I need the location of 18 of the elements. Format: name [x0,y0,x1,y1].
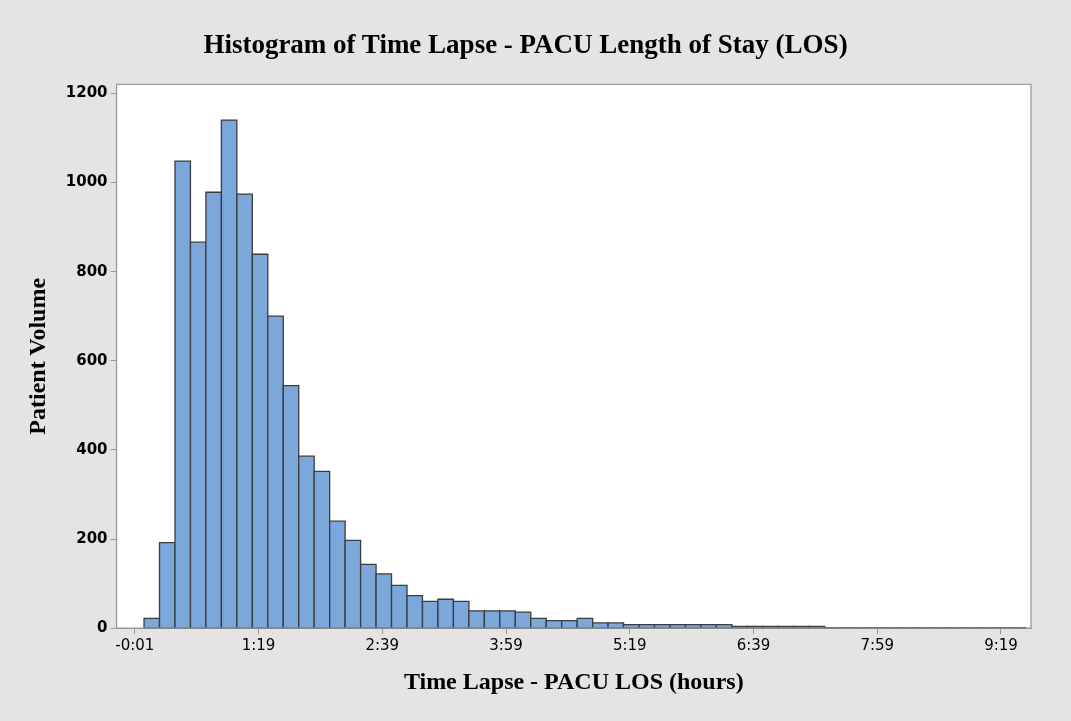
x-tick-label: 6:39 [736,636,771,655]
y-tick-label: 0 [97,618,108,637]
y-tick-label: 1200 [65,83,108,102]
x-tick-label: 9:19 [984,636,1018,655]
y-tick-label: 800 [76,261,108,280]
x-tick-label: 2:39 [365,636,400,655]
y-tick-label: 600 [76,350,108,369]
x-tick-label: -0:01 [115,636,155,655]
chart-title: Histogram of Time Lapse - PACU Length of Stay (LOS) [203,29,848,60]
x-tick-label: 1:19 [241,636,276,655]
y-tick-label: 400 [76,439,108,458]
x-axis-title: Time Lapse - PACU LOS (hours) [403,667,744,694]
y-tick-label: 200 [76,528,108,547]
y-tick-label: 1000 [65,172,108,191]
x-tick-label: 7:59 [860,636,895,655]
x-tick-label: 3:59 [489,636,523,655]
y-axis-title: Patient Volume [23,277,50,435]
x-tick-label: 5:19 [612,636,647,655]
